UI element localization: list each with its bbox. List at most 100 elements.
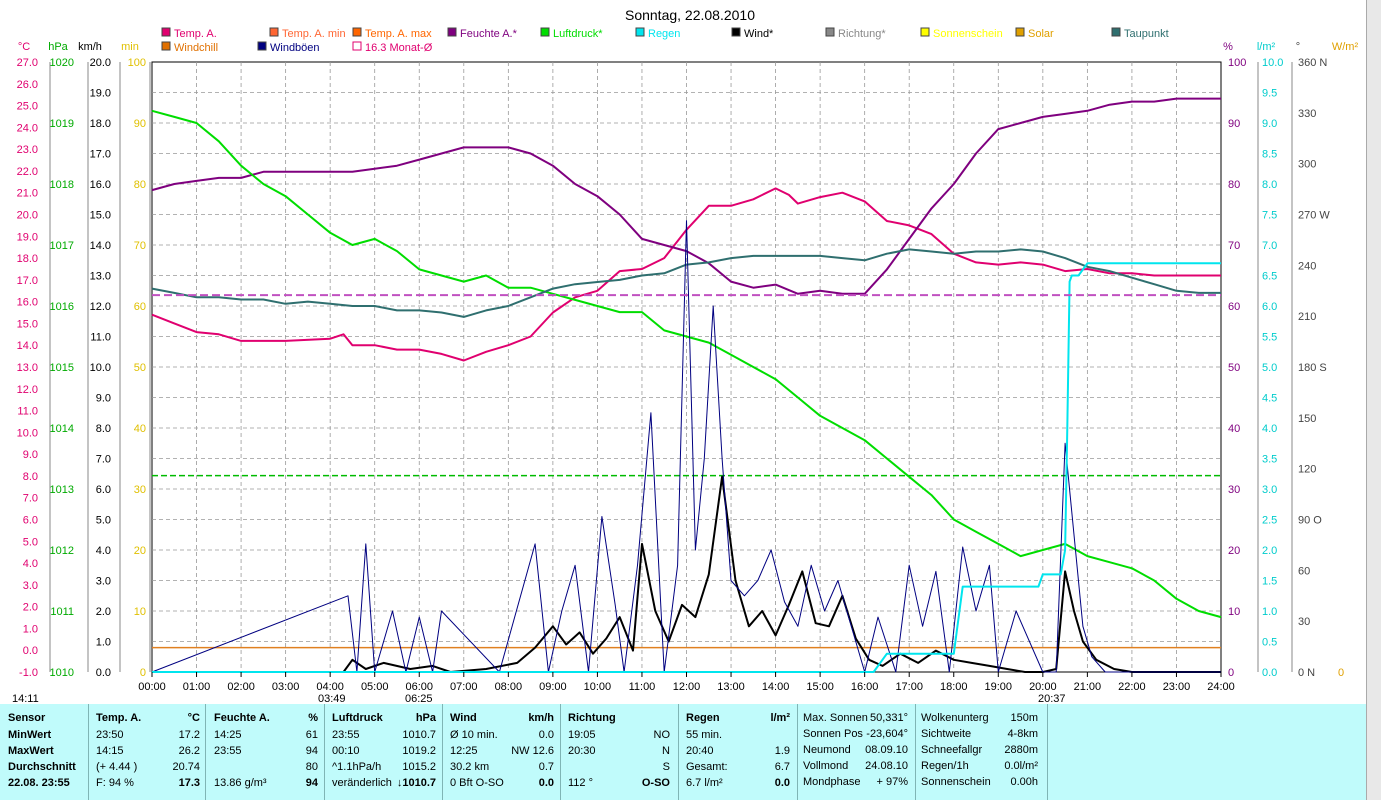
axis-tick-label: 80: [134, 179, 146, 191]
wind-value: 0.0: [538, 729, 554, 741]
axis-tick-label: 90: [134, 118, 146, 130]
axis-tick-label: 18.0: [90, 118, 111, 130]
luftdruck-unit: hPa: [415, 712, 436, 724]
sonne-value: 08.09.10: [865, 744, 908, 756]
temp-label: F: 94 %: [96, 777, 134, 789]
axis-tick-label: 3.0: [1262, 484, 1277, 496]
sunrise-time-label: 06:25: [405, 693, 433, 704]
misc-label: Wolkenunterg: [921, 712, 989, 724]
x-tick-label: 15:00: [806, 681, 834, 693]
feuchte-unit: %: [308, 712, 318, 724]
axis-tick-label: 1014: [50, 423, 74, 435]
misc-value: 150m: [1010, 712, 1038, 724]
x-tick-label: 20:00: [1029, 681, 1057, 693]
axis-tick-label: 1016: [50, 301, 74, 313]
axis-tick-label: 150: [1298, 413, 1316, 425]
wind-value: 0.0: [538, 777, 554, 789]
sensor-head: Sensor: [8, 712, 46, 724]
legend-label: Wind*: [744, 28, 774, 40]
axis-tick-label: 27.0: [17, 57, 38, 69]
axis-tick-label: 5.0: [96, 515, 111, 527]
axis-tick-label: 14.0: [17, 340, 38, 352]
temp-value: 26.2: [178, 745, 200, 757]
axis-tick-label: 14.0: [90, 240, 111, 252]
misc-value: 0.00h: [1010, 776, 1038, 788]
legend-label: 16.3 Monat-Ø: [365, 42, 433, 54]
axis-tick-label: 30: [1298, 616, 1310, 628]
axis-tick-label: 24.0: [17, 122, 38, 134]
sonne-label: Max. Sonnen: [803, 712, 868, 724]
axis-unit: °: [1296, 41, 1300, 53]
axis-tick-label: 300: [1298, 159, 1316, 171]
series-line-regen: [152, 262, 1221, 673]
axis-tick-label: 1011: [50, 606, 74, 618]
legend-label: Feuchte A.*: [460, 28, 518, 40]
legend-swatch: [352, 27, 362, 37]
axis-tick-label: 100: [128, 57, 146, 69]
axis-tick-label: 15.0: [90, 210, 111, 222]
series-line-taupunkt: [151, 248, 1221, 318]
temp-value: 20.74: [172, 761, 200, 773]
luftdruck-value: 1019.2: [402, 745, 436, 757]
axis-tick-label: 8.0: [1262, 179, 1277, 191]
axis-tick-label: 90 O: [1298, 515, 1322, 527]
axis-unit: %: [1223, 41, 1233, 53]
axis-tick-label: 12.0: [17, 384, 38, 396]
richtung-value: S: [662, 761, 670, 773]
weather-chart: Sonntag, 22.08.2010 Temp. A. Temp. A. min…: [12, 7, 1358, 704]
richtung-label: 19:05: [568, 729, 596, 741]
axis-tick-label: 0: [140, 667, 146, 679]
temp-value: 17.2: [178, 729, 200, 741]
x-tick-label: 07:00: [450, 681, 478, 693]
wind-label: 0 Bft O-SO: [450, 777, 504, 789]
axis-unit: °C: [18, 41, 30, 53]
axis-tick-label: 5.0: [23, 536, 38, 548]
series-line-windb-en: [151, 220, 1221, 673]
wind-head: Wind: [450, 712, 477, 724]
richtung-head: Richtung: [568, 712, 616, 724]
x-tick-label: 08:00: [495, 681, 523, 693]
axis-tick-label: 1013: [50, 484, 74, 496]
axis-tick-label: 10: [1228, 606, 1240, 618]
legend-label: Sonnenschein: [933, 28, 1003, 40]
axis-tick-label: 50: [1228, 362, 1240, 374]
regen-value: 0.0: [774, 777, 790, 789]
x-tick-label: 17:00: [895, 681, 923, 693]
axis-tick-label: 1012: [50, 545, 74, 557]
axis-tick-label: 240: [1298, 260, 1316, 272]
x-tick-label: 05:00: [361, 681, 389, 693]
axis-tick-label: 60: [1228, 301, 1240, 313]
scrollbar[interactable]: [1366, 0, 1381, 800]
luftdruck-label: 00:10: [332, 745, 360, 757]
axis-tick-label: 1015: [50, 362, 74, 374]
axis-tick-label: 10.0: [1262, 57, 1283, 69]
axis-tick-label: 16.0: [90, 179, 111, 191]
sensor-row: MinWert: [8, 729, 52, 741]
axis-tick-label: 11.0: [90, 332, 111, 344]
axis-tick-label: 10: [134, 606, 146, 618]
axis-tick-label: 5.5: [1262, 332, 1277, 344]
axis-tick-label: 270 W: [1298, 210, 1330, 222]
axis-tick-label: 90: [1228, 118, 1240, 130]
luftdruck-value: 1015.2: [402, 761, 436, 773]
axis-tick-label: 13.0: [90, 271, 111, 283]
axis-tick-label: 2.0: [1262, 545, 1277, 557]
axis-tick-label: 7.5: [1262, 210, 1277, 222]
axis-tick-label: 15.0: [17, 318, 38, 330]
sonne-label: Sonnen Pos: [803, 728, 863, 740]
x-tick-label: 06:00: [405, 681, 433, 693]
axis-tick-label: 1010: [50, 667, 74, 679]
misc-value: 4-8km: [1007, 728, 1038, 740]
axis-tick-label: 330: [1298, 108, 1316, 120]
series-line-temp-a-: [151, 187, 1221, 362]
axis-tick-label: 1.0: [1262, 606, 1277, 618]
legend-swatch: [731, 27, 741, 37]
x-tick-label: 12:00: [673, 681, 701, 693]
wind-value: 0.7: [538, 761, 554, 773]
axis-tick-label: 26.0: [17, 79, 38, 91]
axis-tick-label: 360 N: [1298, 57, 1327, 69]
luftdruck-value: 1010.7: [402, 729, 436, 741]
axis-tick-label: 1.0: [23, 623, 38, 635]
regen-label: Gesamt:: [686, 761, 728, 773]
sonne-value: + 97%: [876, 776, 909, 788]
